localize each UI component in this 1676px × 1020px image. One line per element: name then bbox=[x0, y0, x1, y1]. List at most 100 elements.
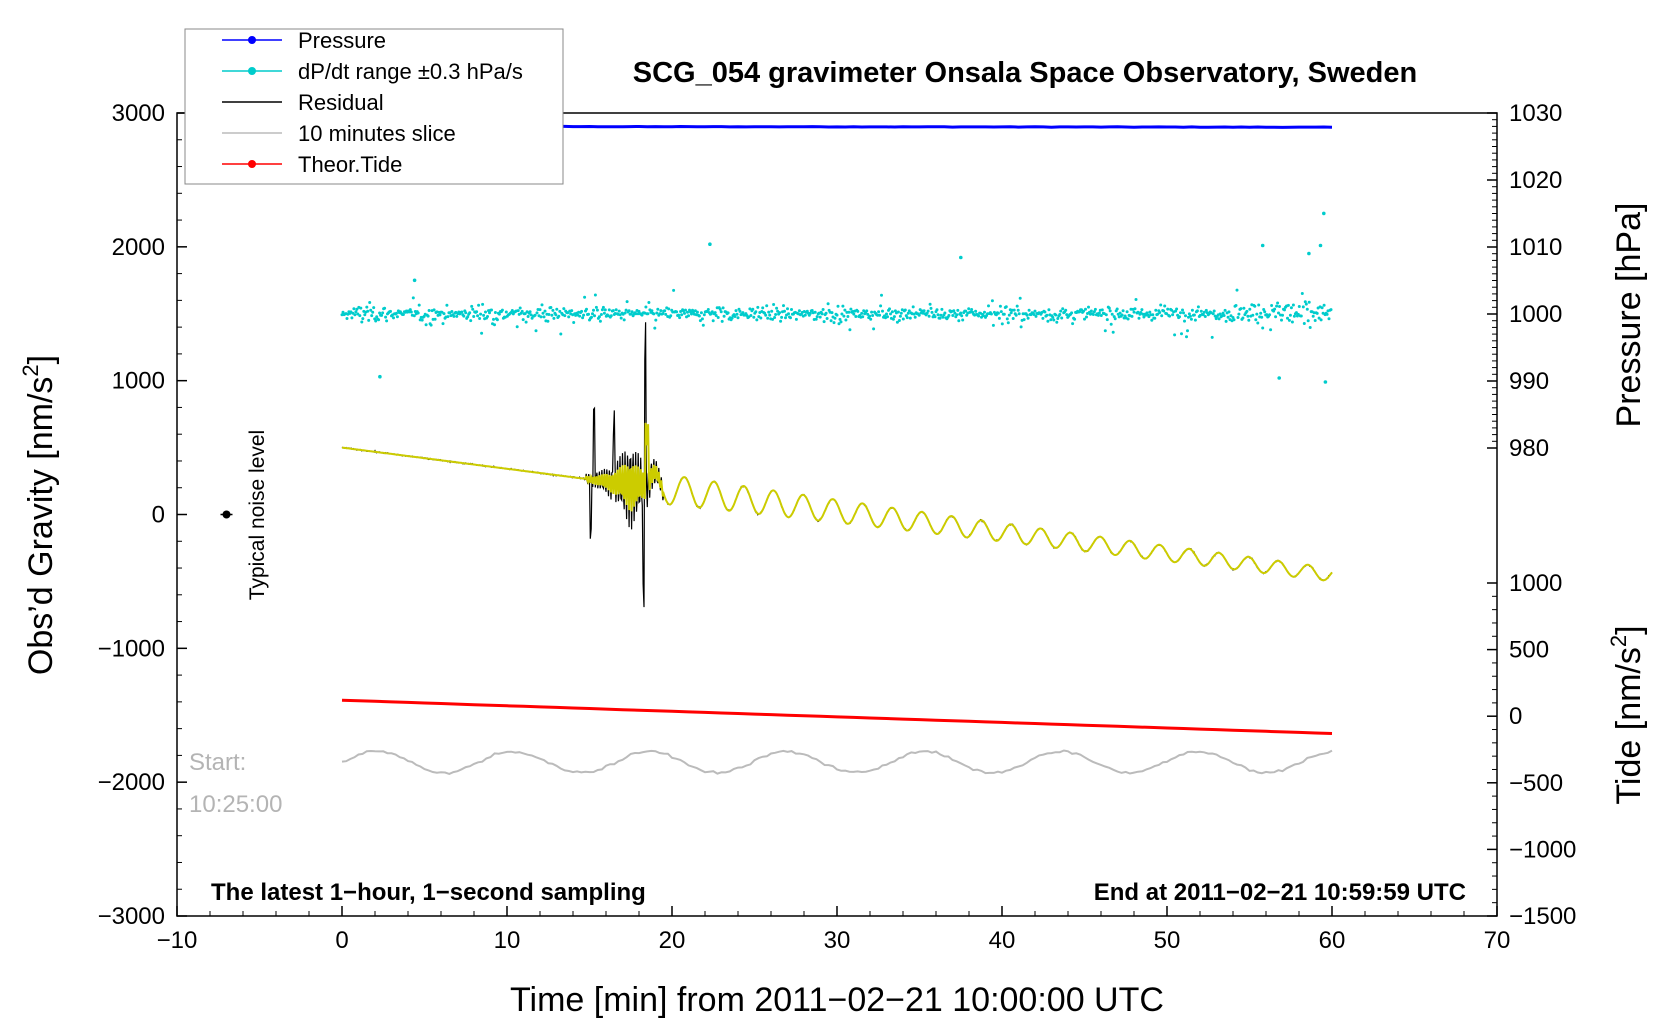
tide-tick-label: 500 bbox=[1509, 637, 1549, 664]
dpdt-point bbox=[936, 313, 940, 317]
dpdt-point bbox=[417, 303, 421, 307]
dpdt-point bbox=[412, 314, 416, 318]
dpdt-outlier-point bbox=[1260, 243, 1265, 248]
dpdt-point bbox=[354, 310, 358, 314]
dpdt-point bbox=[843, 308, 847, 312]
dpdt-point bbox=[1060, 316, 1064, 320]
dpdt-point bbox=[786, 307, 789, 311]
dpdt-point bbox=[619, 316, 623, 320]
dpdt-point bbox=[518, 306, 522, 310]
slice-series-line bbox=[341, 749, 1333, 775]
dpdt-point bbox=[990, 299, 994, 303]
dpdt-point bbox=[1032, 313, 1036, 316]
dpdt-point bbox=[1185, 335, 1188, 339]
dpdt-point bbox=[625, 300, 629, 304]
dpdt-point bbox=[644, 305, 648, 309]
dpdt-point bbox=[1303, 300, 1307, 304]
dpdt-point bbox=[1308, 326, 1312, 329]
dpdt-point bbox=[1025, 313, 1029, 317]
dpdt-point bbox=[721, 306, 725, 310]
noise-level-label: Typical noise level bbox=[246, 430, 269, 600]
dpdt-point bbox=[427, 309, 431, 312]
dpdt-point bbox=[835, 313, 839, 317]
dpdt-point bbox=[1196, 305, 1200, 309]
dpdt-point bbox=[450, 310, 454, 313]
dpdt-point bbox=[380, 313, 384, 317]
dpdt-point bbox=[1108, 309, 1112, 313]
dpdt-point bbox=[1173, 333, 1177, 337]
dpdt-point bbox=[1083, 317, 1086, 321]
dpdt-point bbox=[1248, 307, 1252, 311]
pressure-tick-label: 1000 bbox=[1509, 301, 1562, 328]
dpdt-point bbox=[480, 331, 484, 335]
dpdt-point bbox=[370, 314, 374, 318]
dpdt-point bbox=[392, 316, 395, 320]
dpdt-point bbox=[493, 323, 496, 327]
dpdt-point bbox=[741, 311, 745, 315]
dpdt-point bbox=[1190, 308, 1194, 312]
legend-box bbox=[184, 28, 564, 185]
dpdt-point bbox=[510, 309, 514, 312]
dpdt-point bbox=[1158, 311, 1162, 314]
dpdt-point bbox=[562, 307, 566, 311]
dpdt-point bbox=[475, 310, 479, 314]
dpdt-point bbox=[768, 313, 772, 317]
dpdt-point bbox=[557, 314, 561, 318]
tide-series-line bbox=[341, 698, 1333, 735]
dpdt-point bbox=[983, 310, 986, 314]
dpdt-point bbox=[1016, 308, 1020, 312]
dpdt-point bbox=[720, 319, 724, 323]
dpdt-point bbox=[524, 320, 528, 324]
dpdt-point bbox=[1181, 308, 1184, 312]
dpdt-point bbox=[468, 311, 472, 315]
dpdt-point bbox=[1280, 318, 1283, 322]
dpdt-point bbox=[528, 310, 532, 314]
dpdt-point bbox=[1287, 318, 1291, 322]
dpdt-point bbox=[940, 307, 944, 311]
dpdt-point bbox=[917, 313, 921, 317]
x-tick-label: 50 bbox=[1154, 927, 1181, 954]
dpdt-point bbox=[432, 308, 436, 312]
dpdt-point bbox=[581, 316, 585, 320]
dpdt-point bbox=[998, 304, 1002, 308]
dpdt-point bbox=[350, 316, 354, 320]
dpdt-point bbox=[442, 312, 446, 316]
dpdt-point bbox=[836, 304, 840, 308]
dpdt-point bbox=[1073, 317, 1077, 321]
dpdt-point bbox=[1002, 312, 1006, 316]
dpdt-point bbox=[943, 311, 947, 315]
dpdt-point bbox=[460, 310, 464, 314]
dpdt-point bbox=[1253, 304, 1257, 308]
dpdt-point bbox=[462, 314, 466, 318]
dpdt-point bbox=[878, 313, 882, 317]
dpdt-point bbox=[367, 318, 371, 322]
dpdt-point bbox=[686, 310, 689, 314]
x-tick-label: 60 bbox=[1319, 927, 1346, 954]
dpdt-point bbox=[1189, 317, 1193, 321]
dpdt-point bbox=[1232, 318, 1236, 322]
dpdt-point bbox=[1269, 328, 1273, 332]
dpdt-point bbox=[860, 311, 864, 315]
dpdt-point bbox=[555, 307, 559, 311]
dpdt-point bbox=[479, 312, 483, 316]
dpdt-point bbox=[773, 316, 777, 319]
dpdt-point bbox=[684, 308, 687, 312]
dpdt-point bbox=[1221, 311, 1225, 315]
dpdt-point bbox=[1137, 316, 1141, 320]
dpdt-point bbox=[977, 314, 981, 318]
dpdt-point bbox=[597, 315, 601, 319]
dpdt-point bbox=[590, 315, 593, 319]
dpdt-point bbox=[755, 318, 759, 322]
dpdt-point bbox=[1224, 319, 1228, 323]
dpdt-point bbox=[1211, 312, 1215, 316]
dpdt-outlier-point bbox=[1323, 380, 1328, 384]
dpdt-point bbox=[939, 313, 943, 317]
footer-right-note: End at 2011−02−21 10:59:59 UTC bbox=[1094, 879, 1466, 906]
dpdt-point bbox=[383, 306, 387, 310]
dpdt-point bbox=[1289, 306, 1293, 310]
dpdt-point bbox=[951, 314, 955, 317]
dpdt-point bbox=[546, 319, 550, 323]
dpdt-point bbox=[678, 316, 682, 320]
dpdt-point bbox=[901, 317, 905, 321]
dpdt-point bbox=[830, 311, 834, 315]
